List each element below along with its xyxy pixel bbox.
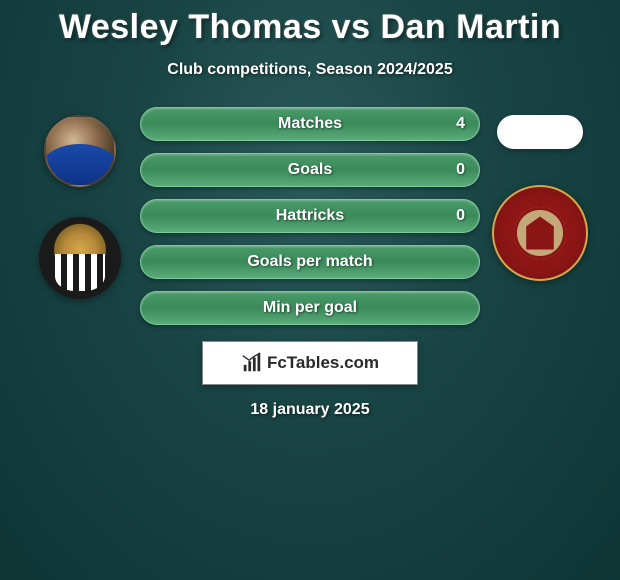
stat-label: Goals per match — [247, 253, 372, 271]
stat-bar-hattricks: Hattricks 0 — [140, 199, 480, 233]
comparison-card: Wesley Thomas vs Dan Martin Club competi… — [0, 0, 620, 580]
date-line: 18 january 2025 — [250, 401, 369, 419]
stat-bar-goals-per-match: Goals per match — [140, 245, 480, 279]
stat-value-right: 0 — [456, 207, 465, 225]
right-column — [480, 107, 600, 281]
main-row: Matches 4 Goals 0 Hattricks 0 Goals per … — [0, 107, 620, 325]
stat-label: Min per goal — [263, 299, 357, 317]
subtitle: Club competitions, Season 2024/2025 — [167, 61, 452, 79]
stat-bar-goals: Goals 0 — [140, 153, 480, 187]
left-player-photo — [44, 115, 116, 187]
page-title: Wesley Thomas vs Dan Martin — [59, 8, 561, 47]
left-column — [20, 107, 140, 299]
stat-bar-min-per-goal: Min per goal — [140, 291, 480, 325]
stat-label: Goals — [288, 161, 332, 179]
stat-value-right: 0 — [456, 161, 465, 179]
stat-bar-matches: Matches 4 — [140, 107, 480, 141]
stat-value-right: 4 — [456, 115, 465, 133]
bar-chart-icon — [241, 352, 263, 374]
brand-text: FcTables.com — [267, 353, 379, 373]
left-club-badge — [39, 217, 121, 299]
stats-column: Matches 4 Goals 0 Hattricks 0 Goals per … — [140, 107, 480, 325]
right-player-placeholder — [497, 115, 583, 149]
brand-watermark[interactable]: FcTables.com — [202, 341, 418, 385]
stat-label: Hattricks — [276, 207, 344, 225]
right-club-badge — [492, 185, 588, 281]
stat-label: Matches — [278, 115, 342, 133]
